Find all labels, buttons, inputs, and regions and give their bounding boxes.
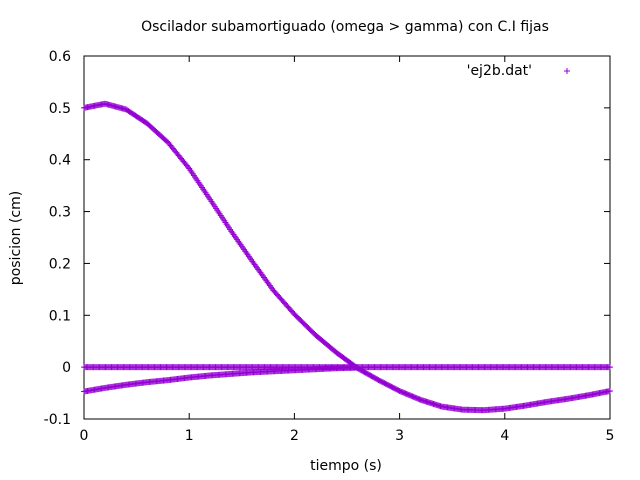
x-tick-label: 5 [606,428,615,444]
data-point [607,387,613,394]
y-axis-label: posicion (cm) [8,191,24,285]
data-point [607,364,613,371]
x-tick-label: 2 [290,428,299,444]
y-tick-label: 0.2 [49,256,71,272]
legend-marker-plus [564,68,570,74]
data-points [81,100,613,414]
y-tick-label: 0.3 [49,205,71,221]
legend-label: 'ej2b.dat' [467,63,532,79]
y-tick-label: 0.6 [49,49,71,65]
x-tick-label: 0 [80,428,89,444]
axis-ticks: 0 1 2 3 4 5 -0.1 0 0.1 0.2 0.3 0.4 0.5 0.6 [44,49,615,444]
y-tick-label: -0.1 [44,412,71,428]
y-tick-label: 0 [62,360,71,376]
x-tick-label: 4 [500,428,509,444]
plot-frame [83,55,611,420]
data-point [354,364,361,371]
chart-title: Oscilador subamortiguado (omega > gamma)… [141,19,549,35]
x-tick-label: 3 [395,428,404,444]
data-point [185,164,192,171]
y-tick-label: 0.1 [49,308,71,324]
y-tick-label: 0.4 [49,153,71,169]
x-tick-label: 1 [185,428,194,444]
x-axis-label: tiempo (s) [310,458,382,474]
legend-marker [564,68,570,74]
y-tick-label: 0.5 [49,101,71,117]
